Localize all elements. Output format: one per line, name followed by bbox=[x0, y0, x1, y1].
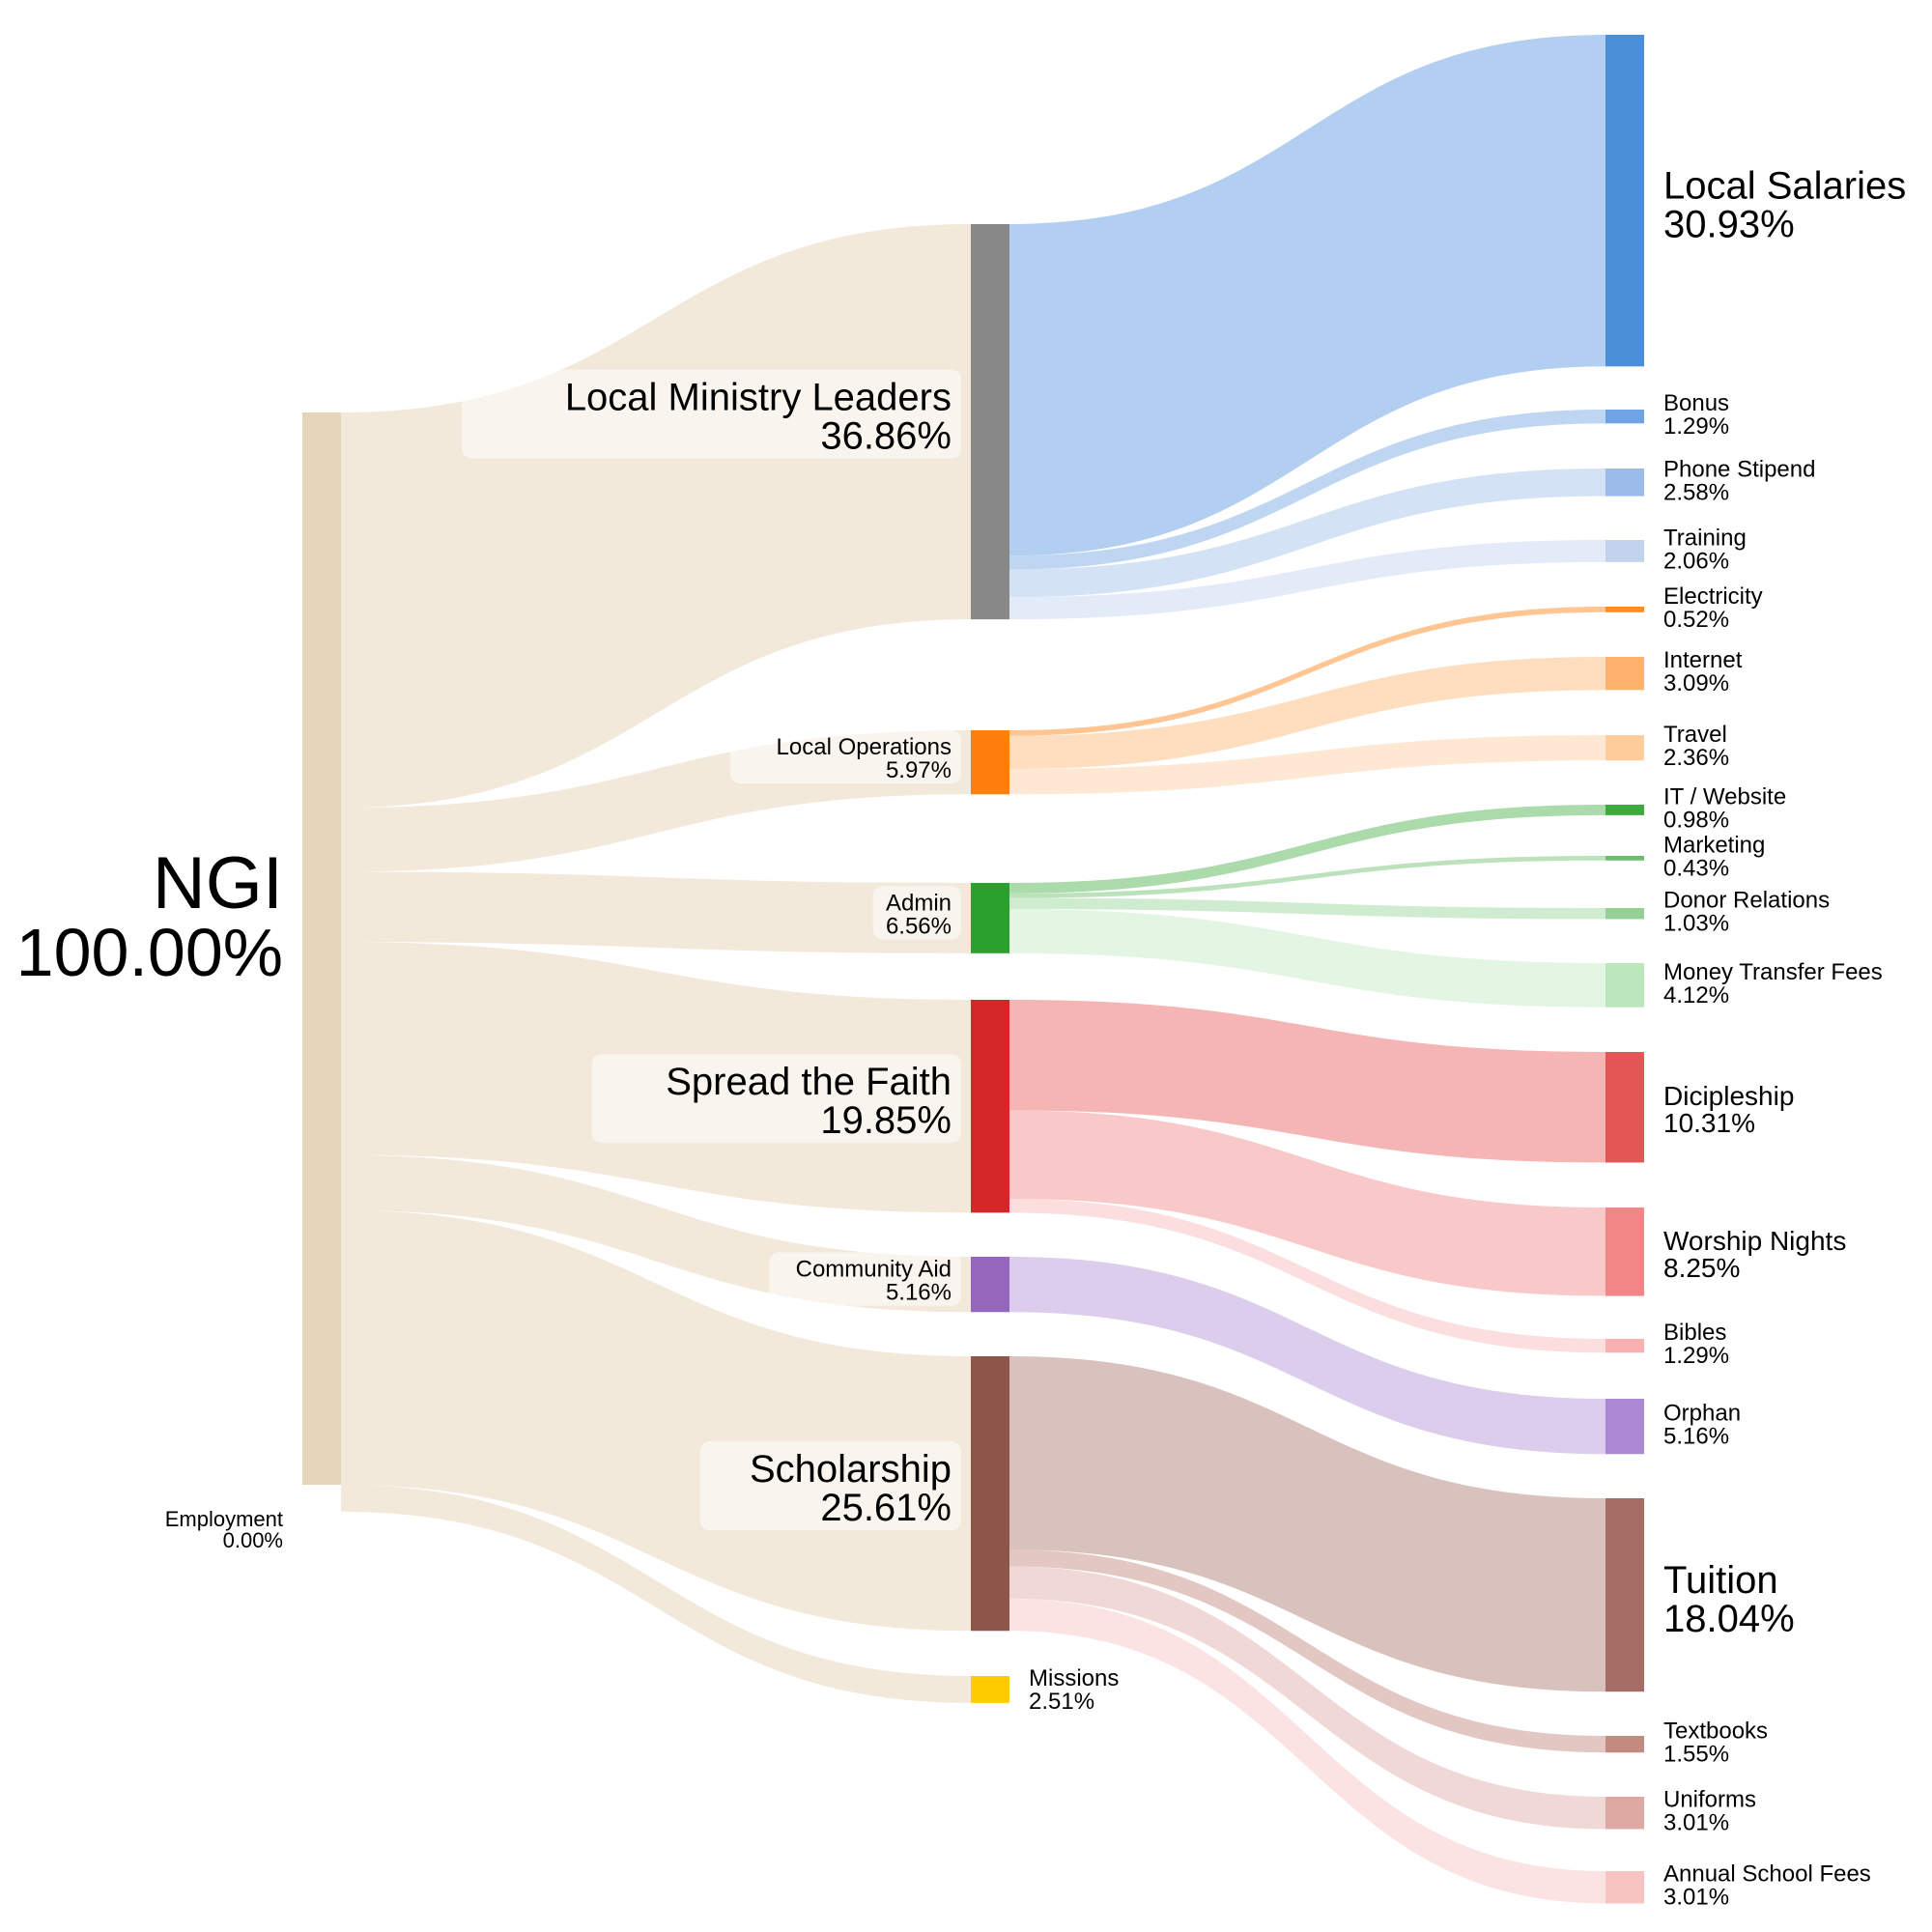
label-backdrop-scholarship bbox=[699, 1441, 961, 1531]
label-missions: Missions 2.51% bbox=[1029, 1665, 1119, 1715]
node-local-operations bbox=[971, 730, 1009, 795]
node-missions bbox=[971, 1676, 1009, 1703]
link-community-aid-orphan bbox=[1009, 1257, 1605, 1455]
link-ngi-admin bbox=[341, 871, 971, 953]
node-bonus bbox=[1605, 410, 1644, 424]
node-orphan bbox=[1605, 1399, 1644, 1455]
link-admin-marketing bbox=[1009, 856, 1605, 898]
label-dicipleship: Dicipleship 10.31% bbox=[1663, 1081, 1794, 1138]
link-admin-donor-relations bbox=[1009, 897, 1605, 920]
node-dicipleship bbox=[1605, 1052, 1644, 1163]
link-admin-it-website bbox=[1009, 805, 1605, 894]
node-internet bbox=[1605, 657, 1644, 691]
node-electricity bbox=[1605, 607, 1644, 612]
link-local-operations-electricity bbox=[1009, 607, 1605, 736]
label-backdrop-local-operations bbox=[729, 729, 961, 784]
node-annual-school-fees bbox=[1605, 1871, 1644, 1904]
node-spread-the-faith bbox=[971, 1000, 1009, 1213]
link-local-operations-internet bbox=[1009, 657, 1605, 770]
label-marketing: Marketing 0.43% bbox=[1663, 832, 1765, 881]
label-electricity: Electricity 0.52% bbox=[1663, 583, 1763, 633]
label-orphan: Orphan 5.16% bbox=[1663, 1401, 1741, 1450]
node-it-website bbox=[1605, 805, 1644, 815]
link-local-ministry-leaders-training bbox=[1009, 540, 1605, 620]
label-phone-stipend: Phone Stipend 2.58% bbox=[1663, 456, 1815, 505]
label-travel: Travel 2.36% bbox=[1663, 722, 1729, 771]
label-backdrop-spread-the-faith bbox=[591, 1054, 961, 1144]
sankey-labels: NGI 100.00% Employment 0.00% Local Salaries 3… bbox=[16, 165, 1907, 1911]
link-scholarship-annual-school-fees bbox=[1009, 1598, 1605, 1904]
link-spread-the-faith-worship-nights bbox=[1009, 1110, 1605, 1296]
node-community-aid bbox=[971, 1257, 1009, 1313]
node-marketing bbox=[1605, 856, 1644, 861]
node-ngi bbox=[302, 412, 341, 1485]
node-local-salaries bbox=[1605, 35, 1644, 367]
link-scholarship-textbooks bbox=[1009, 1549, 1605, 1753]
node-scholarship bbox=[971, 1356, 1009, 1632]
sankey-links bbox=[341, 35, 1605, 1904]
label-internet: Internet 3.09% bbox=[1663, 647, 1743, 696]
label-spread-the-faith: Spread the Faith 19.85% bbox=[666, 1061, 952, 1142]
label-backdrop-community-aid bbox=[769, 1252, 961, 1306]
label-training: Training 2.06% bbox=[1663, 525, 1747, 574]
node-money-transfer-fees bbox=[1605, 963, 1644, 1008]
link-scholarship-uniforms bbox=[1009, 1566, 1605, 1830]
label-tuition: Tuition 18.04% bbox=[1663, 1559, 1795, 1640]
node-textbooks bbox=[1605, 1736, 1644, 1753]
label-backdrop-admin bbox=[872, 886, 961, 940]
link-local-ministry-leaders-local-salaries bbox=[1009, 35, 1605, 556]
link-spread-the-faith-dicipleship bbox=[1009, 1000, 1605, 1163]
label-worship-nights: Worship Nights 8.25% bbox=[1663, 1226, 1846, 1283]
label-employment: Employment 0.00% bbox=[165, 1507, 283, 1552]
node-uniforms bbox=[1605, 1797, 1644, 1830]
node-training bbox=[1605, 540, 1644, 562]
link-scholarship-tuition bbox=[1009, 1356, 1605, 1692]
label-it-website: IT / Website 0.98% bbox=[1663, 783, 1786, 833]
label-money-transfer-fees: Money Transfer Fees 4.12% bbox=[1663, 959, 1883, 1009]
link-spread-the-faith-bibles bbox=[1009, 1199, 1605, 1353]
label-backdrop-local-ministry-leaders bbox=[462, 369, 961, 459]
node-phone-stipend bbox=[1605, 469, 1644, 497]
link-ngi-local-ministry-leaders bbox=[341, 224, 971, 809]
label-admin: Admin 6.56% bbox=[886, 890, 952, 939]
node-worship-nights bbox=[1605, 1208, 1644, 1296]
label-local-ministry-leaders: Local Ministry Leaders 36.86% bbox=[565, 377, 952, 458]
label-local-salaries: Local Salaries 30.93% bbox=[1663, 165, 1906, 246]
label-community-aid: Community Aid 5.16% bbox=[796, 1257, 952, 1306]
label-local-operations: Local Operations 5.97% bbox=[777, 734, 952, 783]
node-travel bbox=[1605, 735, 1644, 761]
link-local-ministry-leaders-bonus bbox=[1009, 410, 1605, 570]
link-local-operations-travel bbox=[1009, 735, 1605, 795]
node-donor-relations bbox=[1605, 908, 1644, 920]
node-tuition bbox=[1605, 1498, 1644, 1692]
label-scholarship: Scholarship 25.61% bbox=[750, 1448, 952, 1529]
link-local-ministry-leaders-phone-stipend bbox=[1009, 469, 1605, 598]
sankey-nodes bbox=[302, 35, 1644, 1904]
label-annual-school-fees: Annual School Fees 3.01% bbox=[1663, 1861, 1871, 1911]
node-local-ministry-leaders bbox=[971, 224, 1009, 620]
label-bibles: Bibles 1.29% bbox=[1663, 1320, 1729, 1369]
link-admin-money-transfer-fees bbox=[1009, 909, 1605, 1008]
label-uniforms: Uniforms 3.01% bbox=[1663, 1787, 1756, 1836]
label-donor-relations: Donor Relations 1.03% bbox=[1663, 888, 1830, 937]
label-ngi: NGI 100.00% bbox=[16, 842, 283, 990]
link-ngi-missions bbox=[341, 1485, 971, 1703]
label-bonus: Bonus 1.29% bbox=[1663, 390, 1729, 440]
node-bibles bbox=[1605, 1339, 1644, 1353]
label-textbooks: Textbooks 1.55% bbox=[1663, 1719, 1768, 1768]
node-admin bbox=[971, 883, 1009, 953]
